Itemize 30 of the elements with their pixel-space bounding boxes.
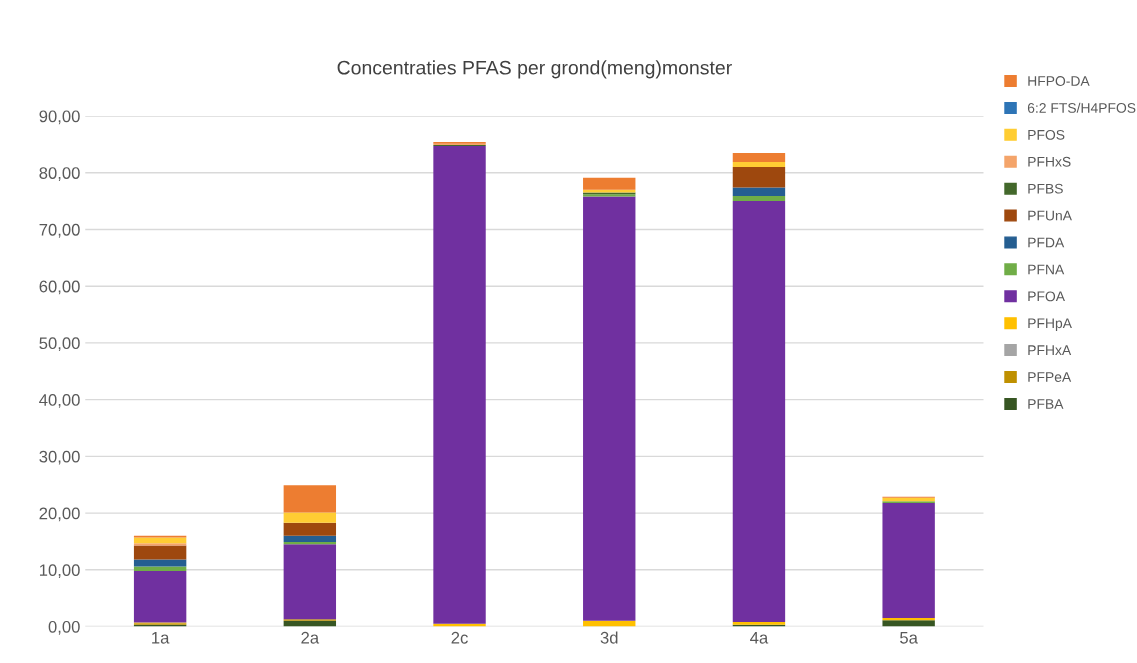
y-tick-label: 60,00 (39, 280, 80, 295)
legend-label: PFBA (1028, 399, 1064, 409)
legend-label: PFUnA (1028, 210, 1072, 221)
legend-label: PFHxA (1028, 345, 1072, 355)
legend-label: PFBS (1028, 183, 1063, 194)
x-tick-label: 5a (900, 632, 918, 644)
legend-label: PFDA (1028, 237, 1065, 248)
legend-label: 6:2 FTS/H4PFOS (1027, 102, 1136, 113)
y-tick-label: 20,00 (39, 507, 80, 522)
x-tick-label: 3d (600, 631, 618, 644)
chart-title: Concentraties PFAS per grond(meng)monster (337, 60, 732, 79)
y-tick-label: 10,00 (39, 564, 80, 578)
x-tick-label: 2c (451, 631, 468, 644)
y-tick-label: 90,00 (39, 110, 80, 125)
x-tick-label: 2a (301, 631, 320, 644)
x-tick-label: 4a (750, 632, 769, 644)
y-tick-label: 0,00 (48, 620, 80, 635)
legend-label: PFNA (1028, 264, 1065, 275)
x-tick-label: 1a (152, 632, 170, 644)
y-tick-label: 40,00 (39, 394, 80, 408)
legend-label: HFPO-DA (1028, 76, 1090, 86)
legend-label: PFHxS (1028, 156, 1071, 167)
y-tick-label: 80,00 (39, 167, 80, 181)
y-tick-label: 70,00 (39, 223, 80, 238)
legend-label: PFOA (1028, 291, 1065, 302)
legend-label: PFOS (1028, 129, 1065, 140)
legend-label: PFHpA (1028, 318, 1072, 331)
y-tick-label: 50,00 (39, 337, 80, 352)
legend-label: PFPeA (1028, 372, 1072, 382)
y-tick-label: 30,00 (39, 450, 80, 465)
